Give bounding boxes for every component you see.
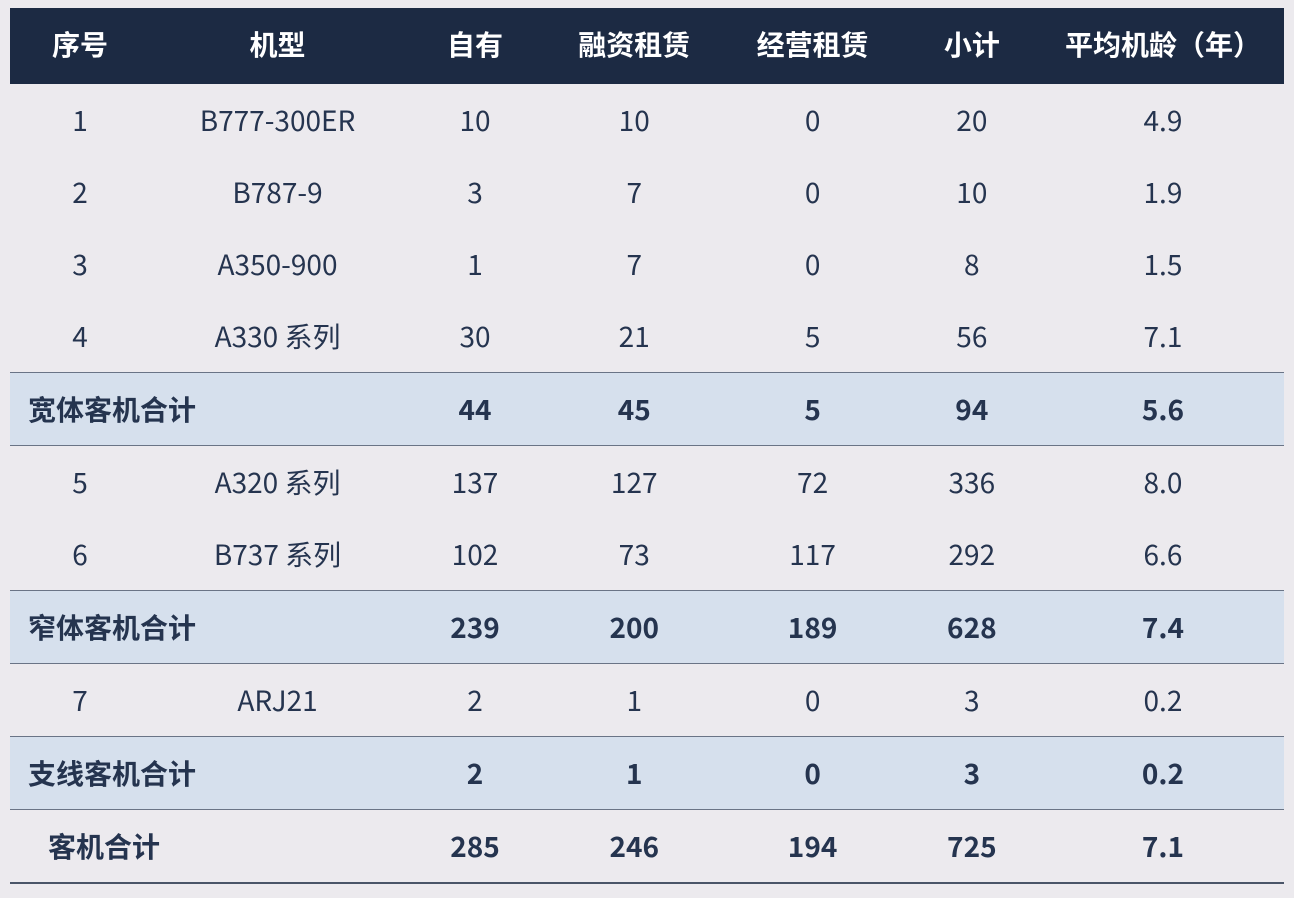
cell-model: ARJ21	[150, 664, 405, 737]
grand-total-row: 客机合计 285 246 194 725 7.1	[10, 810, 1284, 884]
table-row: 3 A350-900 1 7 0 8 1.5	[10, 228, 1284, 300]
cell-idx: 5	[10, 446, 150, 519]
col-oper: 经营租赁	[723, 8, 901, 83]
cell-finance: 45	[545, 373, 723, 446]
cell-finance: 1	[545, 737, 723, 810]
cell-owned: 10	[405, 83, 545, 156]
table-row: 7 ARJ21 2 1 0 3 0.2	[10, 664, 1284, 737]
cell-owned: 2	[405, 664, 545, 737]
cell-finance: 1	[545, 664, 723, 737]
table-row: 5 A320 系列 137 127 72 336 8.0	[10, 446, 1284, 519]
cell-model: B777-300ER	[150, 83, 405, 156]
cell-oper: 0	[723, 228, 901, 300]
cell-owned: 285	[405, 810, 545, 884]
cell-sub: 8	[902, 228, 1042, 300]
cell-owned: 44	[405, 373, 545, 446]
subtotal-label: 宽体客机合计	[10, 373, 405, 446]
cell-owned: 137	[405, 446, 545, 519]
table-body: 1 B777-300ER 10 10 0 20 4.9 2 B787-9 3 7…	[10, 83, 1284, 883]
cell-finance: 73	[545, 518, 723, 591]
col-owned: 自有	[405, 8, 545, 83]
table-row: 6 B737 系列 102 73 117 292 6.6	[10, 518, 1284, 591]
cell-sub: 336	[902, 446, 1042, 519]
cell-sub: 292	[902, 518, 1042, 591]
cell-age: 8.0	[1042, 446, 1284, 519]
col-sub: 小计	[902, 8, 1042, 83]
cell-sub: 3	[902, 737, 1042, 810]
cell-finance: 246	[545, 810, 723, 884]
cell-oper: 5	[723, 373, 901, 446]
cell-idx: 1	[10, 83, 150, 156]
col-finance: 融资租赁	[545, 8, 723, 83]
cell-age: 5.6	[1042, 373, 1284, 446]
cell-oper: 0	[723, 737, 901, 810]
cell-idx: 4	[10, 300, 150, 373]
col-age: 平均机龄（年）	[1042, 8, 1284, 83]
cell-owned: 3	[405, 156, 545, 228]
cell-oper: 117	[723, 518, 901, 591]
cell-age: 7.4	[1042, 591, 1284, 664]
table-row: 1 B777-300ER 10 10 0 20 4.9	[10, 83, 1284, 156]
table-row: 2 B787-9 3 7 0 10 1.9	[10, 156, 1284, 228]
cell-sub: 20	[902, 83, 1042, 156]
cell-oper: 189	[723, 591, 901, 664]
cell-finance: 21	[545, 300, 723, 373]
subtotal-row-widebody: 宽体客机合计 44 45 5 94 5.6	[10, 373, 1284, 446]
subtotal-label: 支线客机合计	[10, 737, 405, 810]
cell-model: B737 系列	[150, 518, 405, 591]
cell-owned: 1	[405, 228, 545, 300]
subtotal-row-regional: 支线客机合计 2 1 0 3 0.2	[10, 737, 1284, 810]
cell-model: A330 系列	[150, 300, 405, 373]
cell-sub: 628	[902, 591, 1042, 664]
table-row: 4 A330 系列 30 21 5 56 7.1	[10, 300, 1284, 373]
cell-oper: 0	[723, 156, 901, 228]
cell-age: 7.1	[1042, 300, 1284, 373]
cell-finance: 127	[545, 446, 723, 519]
cell-age: 1.9	[1042, 156, 1284, 228]
cell-oper: 0	[723, 83, 901, 156]
cell-owned: 2	[405, 737, 545, 810]
subtotal-label: 窄体客机合计	[10, 591, 405, 664]
grand-total-label: 客机合计	[10, 810, 405, 884]
cell-sub: 725	[902, 810, 1042, 884]
cell-age: 6.6	[1042, 518, 1284, 591]
cell-model: A350-900	[150, 228, 405, 300]
cell-age: 0.2	[1042, 664, 1284, 737]
cell-oper: 0	[723, 664, 901, 737]
cell-sub: 56	[902, 300, 1042, 373]
cell-finance: 200	[545, 591, 723, 664]
cell-oper: 72	[723, 446, 901, 519]
cell-sub: 94	[902, 373, 1042, 446]
cell-oper: 5	[723, 300, 901, 373]
cell-model: B787-9	[150, 156, 405, 228]
cell-idx: 2	[10, 156, 150, 228]
cell-age: 7.1	[1042, 810, 1284, 884]
cell-sub: 10	[902, 156, 1042, 228]
cell-owned: 102	[405, 518, 545, 591]
subtotal-row-narrowbody: 窄体客机合计 239 200 189 628 7.4	[10, 591, 1284, 664]
col-idx: 序号	[10, 8, 150, 83]
cell-sub: 3	[902, 664, 1042, 737]
cell-owned: 30	[405, 300, 545, 373]
cell-age: 4.9	[1042, 83, 1284, 156]
cell-oper: 194	[723, 810, 901, 884]
cell-finance: 10	[545, 83, 723, 156]
cell-model: A320 系列	[150, 446, 405, 519]
cell-idx: 7	[10, 664, 150, 737]
fleet-table: 序号 机型 自有 融资租赁 经营租赁 小计 平均机龄（年） 1 B777-300…	[10, 8, 1284, 884]
cell-idx: 3	[10, 228, 150, 300]
cell-finance: 7	[545, 228, 723, 300]
cell-owned: 239	[405, 591, 545, 664]
table-header-row: 序号 机型 自有 融资租赁 经营租赁 小计 平均机龄（年）	[10, 8, 1284, 83]
cell-age: 0.2	[1042, 737, 1284, 810]
cell-finance: 7	[545, 156, 723, 228]
col-model: 机型	[150, 8, 405, 83]
cell-age: 1.5	[1042, 228, 1284, 300]
cell-idx: 6	[10, 518, 150, 591]
